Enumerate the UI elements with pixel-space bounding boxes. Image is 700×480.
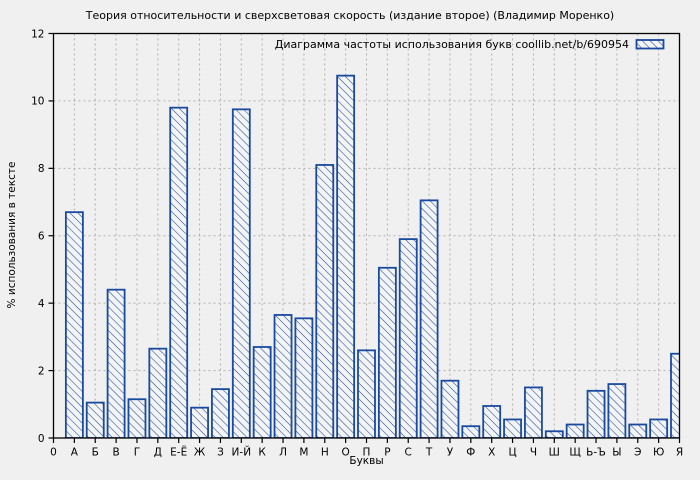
bar-Ф [461,425,481,438]
bars-group [64,74,680,438]
x-tick-label: У [447,447,454,459]
x-tick-label: 0 [50,447,57,459]
bar-У [440,379,460,438]
bar-Г [127,398,147,438]
x-tick-label: Ч [530,447,537,459]
bar-Ж [190,406,209,438]
x-tick-label: М [299,447,308,459]
x-tick-label: И-Й [232,446,252,459]
bar-Ь-Ъ [586,389,606,438]
bar-Ы [607,383,627,438]
x-tick-label: Э [634,447,641,459]
x-tick-label: Л [279,447,287,459]
y-tick-label: 12 [31,28,44,40]
x-tick-label: П [363,447,371,459]
bar-Т [419,199,439,438]
axis-ticks-and-labels: 0 2 4 6 8 10 12 0 А Б В Г Д Е-Ё Ж З И-Й К Л М Н О П Р С Т У Ф Х Ц Ч Ш Щ Ь… [31,28,683,458]
x-tick-label: Ы [612,447,621,459]
x-tick-label: Х [488,447,495,459]
x-tick-label: Ж [194,447,206,459]
bar-Х [482,405,502,438]
y-tick-label: 0 [38,433,45,445]
x-tick-label: Б [92,447,99,459]
x-tick-label: Ш [549,447,560,459]
x-tick-label: Т [425,447,433,459]
bar-Ц [503,418,522,438]
x-tick-label: Ц [508,447,516,459]
legend-hatch-swatch-icon [635,39,665,50]
bar-С [398,238,418,438]
x-tick-label: Ь-Ъ [586,447,606,459]
x-tick-label: З [217,447,224,459]
bar-Ю [649,418,669,438]
bar-А [64,211,84,438]
bar-К [252,346,272,438]
bar-Ч [524,386,543,438]
bar-И-Й [231,108,251,438]
y-tick-label: 2 [38,365,45,377]
y-tick-label: 4 [38,298,45,310]
bar-Ш [544,430,564,438]
gridlines [53,33,680,438]
bar-Б [85,401,105,438]
chart-title: Теория относительности и сверхсветовая с… [85,9,614,22]
bar-Е-Ё [169,106,189,438]
bar-О [336,74,356,438]
x-tick-label: Г [134,447,140,459]
x-tick-label: Я [676,447,683,459]
x-tick-label: Н [321,447,329,459]
x-tick-label: К [258,447,266,459]
bar-М [294,317,314,438]
bar-Д [148,347,168,438]
bar-Н [315,164,335,438]
x-tick-label: С [405,447,412,459]
x-tick-label: Р [384,447,390,459]
legend-label: Диаграмма частоты использования букв coo… [275,38,629,51]
x-axis-label: Буквы [349,455,383,467]
bar-Э [628,423,648,438]
y-tick-label: 6 [38,231,45,243]
y-tick-label: 10 [31,96,44,108]
x-tick-label: А [71,447,79,459]
x-tick-label: Ф [466,447,475,459]
x-tick-label: Щ [569,447,581,459]
bar-Щ [565,423,585,438]
bar-В [106,288,126,438]
x-tick-label: В [112,447,119,459]
bar-З [211,388,230,438]
y-tick-label: 8 [38,163,45,175]
bar-П [357,349,376,438]
y-axis-label: % использования в тексте [6,162,18,309]
bar-Р [377,266,397,438]
x-tick-label: Е-Ё [170,446,187,459]
x-tick-label: Д [154,447,162,459]
x-tick-label: Ю [653,447,664,459]
x-tick-label: О [342,447,350,459]
bar-Я [670,352,680,438]
bar-Л [273,314,293,438]
